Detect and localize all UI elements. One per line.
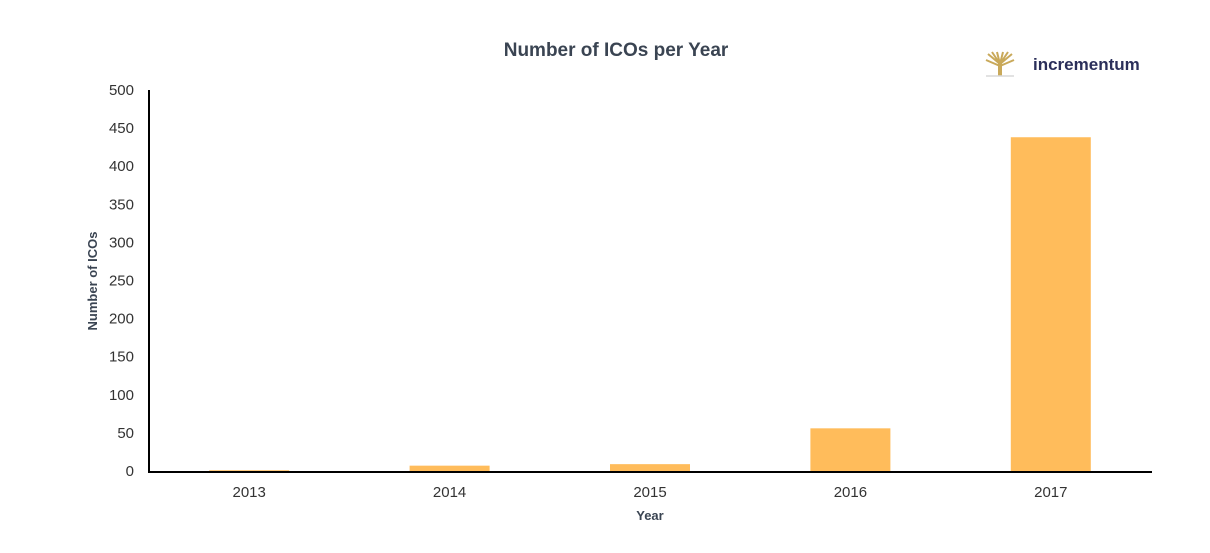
y-tick-label: 350 (109, 196, 134, 213)
y-axis-ticks: 0 50 100 150 200 250 300 350 400 450 500 (109, 82, 134, 480)
x-tick-label: 2015 (633, 484, 666, 501)
logo: incrementum (985, 51, 1140, 77)
y-tick-label: 450 (109, 120, 134, 137)
x-tick-label: 2013 (233, 484, 266, 501)
bar-2013[interactable] (209, 470, 290, 471)
x-tick-label: 2016 (834, 484, 867, 501)
y-tick-label: 0 (126, 463, 134, 480)
tree-icon (985, 51, 1015, 77)
y-tick-label: 400 (109, 158, 134, 175)
logo-text: incrementum (1033, 55, 1140, 74)
y-tick-label: 200 (109, 311, 134, 328)
y-tick-label: 500 (109, 82, 134, 99)
x-axis-label: Year (636, 508, 663, 523)
x-axis-ticks: 2013 2014 2015 2016 2017 (233, 484, 1068, 501)
y-tick-label: 100 (109, 387, 134, 404)
bar-2017[interactable] (1010, 137, 1091, 471)
y-tick-label: 150 (109, 349, 134, 366)
y-tick-label: 250 (109, 273, 134, 290)
bar-2014[interactable] (409, 465, 490, 471)
bars-group (209, 137, 1091, 471)
y-tick-label: 50 (117, 425, 134, 442)
chart-title: Number of ICOs per Year (504, 40, 729, 61)
x-tick-label: 2017 (1034, 484, 1067, 501)
y-tick-label: 300 (109, 234, 134, 251)
x-tick-label: 2014 (433, 484, 466, 501)
bar-2015[interactable] (610, 464, 690, 471)
y-axis-label: Number of ICOs (85, 232, 100, 331)
bar-2016[interactable] (810, 428, 891, 471)
